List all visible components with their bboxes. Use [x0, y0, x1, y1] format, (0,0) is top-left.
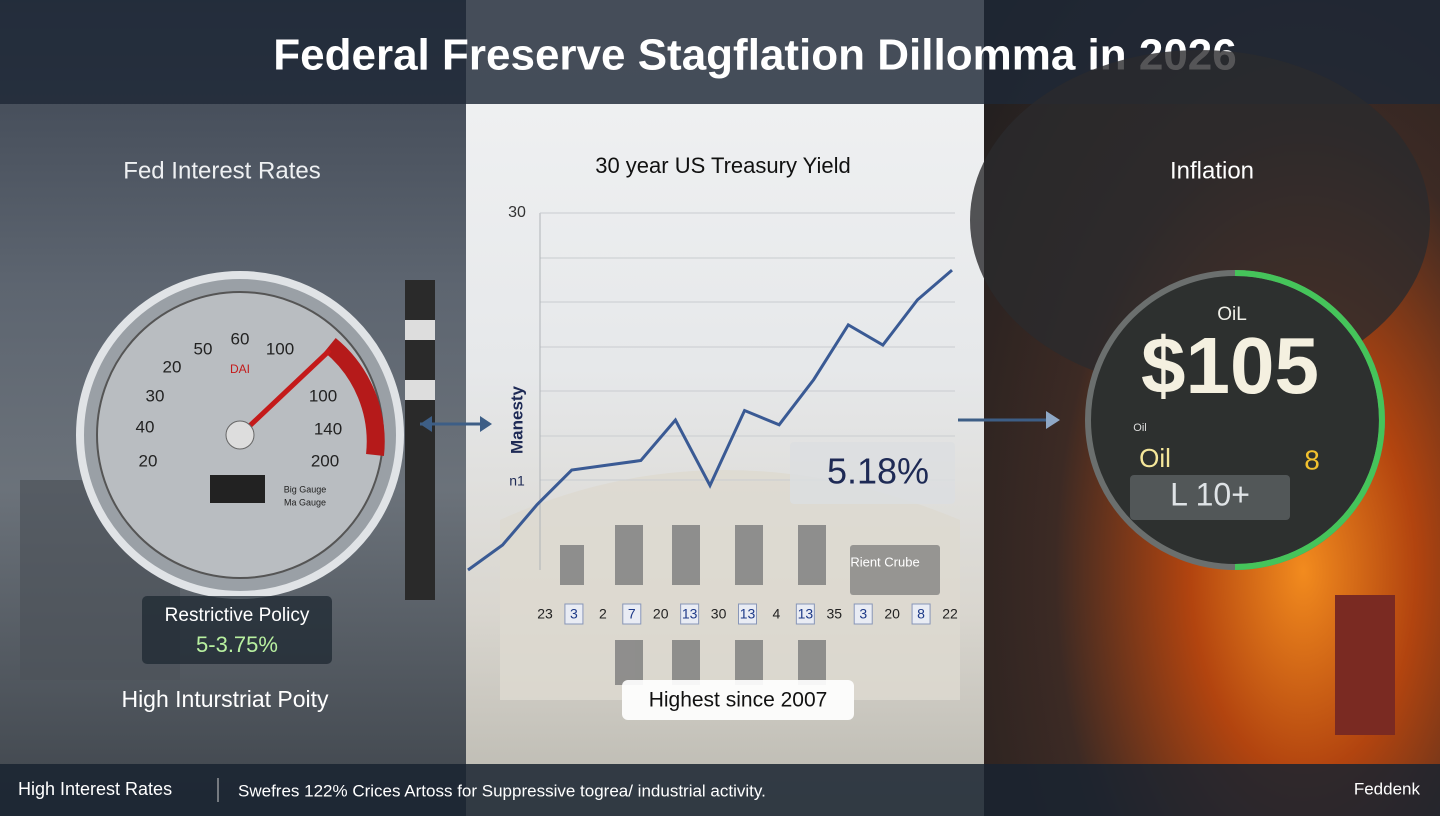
- window: [735, 525, 763, 585]
- note: Rient Crube: [850, 554, 919, 569]
- x-label: 13: [798, 606, 814, 622]
- x-label: 7: [628, 606, 636, 622]
- yield-box: [790, 442, 955, 504]
- note-box: [850, 545, 940, 595]
- x-label: 22: [942, 606, 958, 622]
- gauge-label: 30: [146, 386, 165, 405]
- x-label: 23: [537, 606, 553, 622]
- window: [798, 640, 826, 685]
- x-label-box: [680, 603, 700, 625]
- x-label: 4: [773, 606, 781, 622]
- gauge-label: DAI: [230, 362, 250, 376]
- x-label-box: [795, 603, 815, 625]
- window: [672, 525, 700, 585]
- axis-label: Manesty: [507, 385, 526, 454]
- panel-title: 30 year US Treasury Yield: [595, 153, 851, 178]
- arrow-head: [1046, 411, 1060, 429]
- x-label-box: [564, 603, 584, 625]
- gauge-label: 100: [309, 386, 337, 405]
- gauge-hub: [225, 420, 255, 450]
- panel-title: Fed Interest Rates: [123, 157, 320, 184]
- x-label-box: [853, 603, 873, 625]
- chimney-stripe: [405, 380, 435, 400]
- window: [735, 640, 763, 685]
- x-label: 35: [826, 606, 842, 622]
- panel-caption: High Inturstriat Poity: [121, 686, 329, 712]
- gauge-label: 100: [266, 339, 294, 358]
- gauge-needle: [238, 348, 332, 437]
- x-label: 2: [599, 606, 607, 622]
- fuel-pump: [1335, 595, 1395, 735]
- policy-label: Restrictive Policy: [165, 605, 310, 626]
- small-label: Oil: [1133, 422, 1146, 434]
- panel-caption: Highest since 2007: [649, 689, 828, 712]
- gauge-label: 40: [136, 417, 155, 436]
- oil-gauge-arc: [1234, 270, 1385, 570]
- footer-bar: [0, 764, 1440, 816]
- window: [615, 525, 643, 585]
- x-label: 20: [884, 606, 900, 622]
- gauge-small-label: Ma Gauge: [284, 497, 326, 507]
- price: $105: [1141, 321, 1319, 410]
- gauge-small-label: Big Gauge: [284, 484, 327, 494]
- x-label: 20: [653, 606, 669, 622]
- gauge-label: 50: [194, 339, 213, 358]
- x-label-box: [738, 603, 757, 625]
- gauge-label: 200: [311, 451, 339, 470]
- gauge-top: OiL: [1217, 304, 1247, 325]
- gauge-label: 20: [139, 451, 158, 470]
- gauge-block: [210, 475, 265, 503]
- caption-box: [622, 680, 854, 720]
- policy-rate: 5-3.75%: [196, 632, 278, 657]
- yield-value: 5.18%: [827, 451, 929, 492]
- gauge-label: 60: [231, 329, 250, 348]
- window: [798, 525, 826, 585]
- window: [672, 640, 700, 685]
- readout-box: [1130, 475, 1290, 520]
- x-label: 30: [711, 606, 727, 622]
- panel-title: Inflation: [1170, 157, 1254, 184]
- footer-left: High Interest Rates: [18, 779, 172, 799]
- oil-value: 8: [1304, 444, 1320, 475]
- y-tick-label: 30: [508, 204, 526, 221]
- x-label-box: [622, 603, 642, 625]
- window: [615, 640, 643, 685]
- x-label-box: [911, 603, 931, 625]
- window: [560, 545, 584, 585]
- page-title: Federal Freserve Stagflation Dillomma in…: [273, 31, 1236, 80]
- readout: L 10+: [1170, 476, 1250, 512]
- footer-middle: Swefres 122% Crices Artoss for Suppressi…: [238, 781, 766, 800]
- oil-label: Oil: [1139, 443, 1171, 473]
- gauge-label: 20: [163, 357, 182, 376]
- gauge-red-zone: [324, 338, 385, 456]
- chimney-stripe: [405, 320, 435, 340]
- x-label: 13: [682, 606, 698, 622]
- x-label: 3: [570, 606, 578, 622]
- footer-right: Feddenk: [1354, 779, 1421, 798]
- gauge-label: 140: [314, 419, 342, 438]
- x-label: 3: [859, 606, 867, 622]
- yield-line: [467, 268, 953, 572]
- side-label: n1: [509, 473, 525, 489]
- x-label: 13: [740, 606, 756, 622]
- x-label: 8: [917, 606, 925, 622]
- policy-box: [142, 596, 332, 664]
